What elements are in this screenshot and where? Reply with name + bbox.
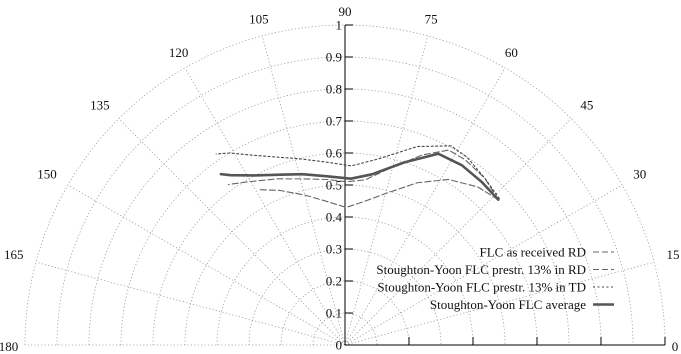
grid-spoke	[344, 118, 572, 346]
grid-spoke	[344, 261, 655, 346]
radial-tick-label: 0.8	[326, 82, 342, 97]
grid-spoke	[35, 261, 346, 346]
angle-tick-label: 180	[0, 339, 18, 354]
grid-spoke	[261, 35, 346, 346]
grid-circle	[24, 24, 666, 346]
grid-circle	[152, 152, 538, 346]
axes: 0 15 30 45 60 75 90 105 120 135 150 165 180 0 0.1 0.2 0.…	[0, 4, 679, 354]
grid-circle	[184, 184, 506, 346]
angle-tick-label: 105	[249, 12, 269, 27]
angle-tick-label: 60	[505, 45, 518, 60]
angle-tick-label: 75	[425, 12, 438, 27]
grid-spoke	[118, 118, 346, 346]
series-line	[219, 152, 500, 201]
radial-tick-label: 0.4	[326, 210, 343, 225]
angle-tick-label: 165	[4, 247, 24, 262]
angle-tick-label: 15	[666, 247, 679, 262]
radial-tick-label: 1	[336, 18, 343, 33]
angle-tick-label: 135	[90, 98, 110, 113]
radial-tick-label: 0.1	[326, 306, 342, 321]
series-lines	[215, 145, 500, 208]
angle-tick-label: 120	[169, 45, 189, 60]
grid-circle	[312, 312, 378, 346]
legend: FLC as received RD Stoughton-Yoon FLC pre…	[376, 245, 614, 312]
series-line	[258, 178, 499, 208]
legend-label: FLC as received RD	[479, 245, 586, 260]
grid-spoke	[344, 67, 506, 346]
legend-label: Stoughton-Yoon FLC prestr. 13% in RD	[376, 262, 586, 277]
grid-spoke	[67, 184, 346, 346]
radial-tick-label: 0.2	[326, 274, 342, 289]
radial-tick-label: 0.5	[326, 178, 342, 193]
radial-tick-label: 0	[336, 338, 343, 353]
angle-tick-label: 90	[339, 4, 352, 19]
legend-label: Stoughton-Yoon FLC average	[430, 297, 586, 312]
radial-tick-label: 0.9	[326, 50, 342, 65]
angle-tick-label: 30	[633, 167, 646, 182]
grid-spoke	[344, 184, 623, 346]
grid-circle	[120, 120, 570, 346]
radial-tick-label: 0.3	[326, 242, 342, 257]
legend-label: Stoughton-Yoon FLC prestr. 13% in TD	[377, 280, 586, 295]
grid-spoke	[344, 35, 429, 346]
series-line	[227, 149, 499, 201]
angle-tick-label: 0	[672, 339, 679, 354]
radial-tick-label: 0.7	[326, 114, 343, 129]
series-line	[215, 145, 500, 200]
angle-tick-label: 150	[37, 167, 57, 182]
grid-spoke	[184, 67, 346, 346]
angle-tick-label: 45	[580, 98, 593, 113]
radial-tick-label: 0.6	[326, 146, 343, 161]
